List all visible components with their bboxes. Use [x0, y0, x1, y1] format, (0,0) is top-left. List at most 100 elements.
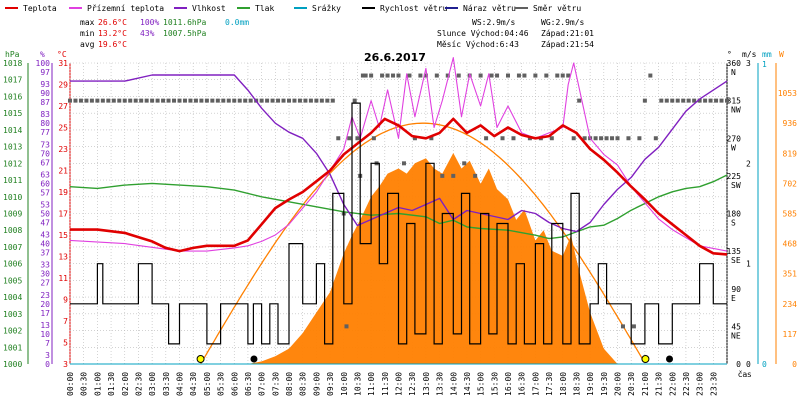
tick-direction: 90 [731, 285, 741, 294]
tick-celsius: 29 [58, 81, 68, 90]
tick-celsius: 31 [58, 59, 68, 68]
wind-direction-point [440, 173, 445, 178]
tick-percent: 33 [40, 261, 50, 270]
x-tick-label: 21:00 [641, 372, 650, 396]
tick-percent: 90 [40, 89, 50, 98]
tick-hpa: 1017 [3, 76, 22, 85]
tick-direction: 315 [727, 97, 742, 106]
stat-avg-label: avg [80, 40, 95, 49]
wind-direction-point [692, 98, 697, 103]
series-wind-speed [70, 102, 727, 345]
tick-percent: 0 [45, 360, 50, 369]
x-tick-label: 03:30 [162, 372, 171, 396]
tick-hpa: 1008 [3, 226, 22, 235]
stat-wg: WG:2.9m/s [541, 18, 585, 27]
wind-direction-point [686, 98, 691, 103]
wind-direction-point [292, 98, 297, 103]
wind-direction-point [407, 73, 412, 78]
tick-percent: 97 [40, 68, 50, 77]
tick-percent: 17 [40, 309, 50, 318]
tick-celsius: 19 [58, 188, 68, 197]
stats-panel: max 26.6°C 100% 1011.6hPa 0.0mm min 13.2… [80, 18, 594, 49]
tick-celsius: 9 [63, 296, 68, 305]
stat-max-temp: 26.6°C [98, 18, 127, 27]
x-tick-label: 21:30 [655, 372, 664, 396]
wind-direction-point [248, 98, 253, 103]
moonrise-icon [250, 355, 258, 363]
tick-direction: 0 [736, 360, 741, 369]
wind-direction-point [566, 73, 571, 78]
wind-direction-point [95, 98, 100, 103]
tick-percent: 60 [40, 179, 50, 188]
tick-wind: 0 [746, 360, 751, 369]
stat-min-press: 1007.5hPa [163, 29, 207, 38]
tick-solar: 468 [783, 240, 798, 249]
wind-direction-point [582, 136, 587, 141]
tick-hpa: 1006 [3, 260, 22, 269]
x-tick-label: 01:00 [93, 372, 102, 396]
wind-direction-point [111, 98, 116, 103]
x-tick-label: 11:00 [367, 372, 376, 396]
wind-direction-point [177, 98, 182, 103]
x-tick-label: 10:00 [340, 372, 349, 396]
wind-direction-point [106, 98, 111, 103]
x-tick-label: 13:00 [422, 372, 431, 396]
stat-max-press: 1011.6hPa [163, 18, 207, 27]
tick-wind: 1 [746, 260, 751, 269]
wind-direction-point [484, 136, 489, 141]
wind-direction-point [161, 98, 166, 103]
wind-direction-point [522, 73, 527, 78]
wind-direction-point [670, 98, 675, 103]
tick-hpa: 1018 [3, 59, 22, 68]
x-tick-label: 07:00 [258, 372, 267, 396]
sunrise-icon [196, 355, 205, 363]
x-tick-label: 17:00 [531, 372, 540, 396]
wind-direction-point [648, 73, 653, 78]
wind-direction-point [89, 98, 94, 103]
stat-min-label: min [80, 29, 95, 38]
wind-direction-point [117, 98, 122, 103]
tick-celsius: 27 [58, 102, 68, 111]
tick-hpa: 1009 [3, 210, 22, 219]
axis-label-celsius: °C [57, 50, 67, 59]
wind-direction-point [336, 136, 341, 141]
x-tick-label: 20:00 [614, 372, 623, 396]
tick-hpa: 1003 [3, 310, 22, 319]
tick-solar: 117 [783, 330, 798, 339]
tick-direction-name: SW [731, 181, 741, 190]
tick-hpa: 1014 [3, 126, 22, 135]
wind-direction-point [500, 136, 505, 141]
chart-title: 26.6.2017 [364, 51, 426, 64]
wind-direction-point [221, 98, 226, 103]
wind-direction-point [259, 98, 264, 103]
x-tick-label: 02:00 [121, 372, 130, 396]
wind-direction-point [133, 98, 138, 103]
x-tick-label: 04:00 [176, 372, 185, 396]
tick-celsius: 15 [58, 231, 68, 240]
wind-direction-point [215, 98, 220, 103]
wind-direction-point [664, 98, 669, 103]
x-tick-label: 15:00 [477, 372, 486, 396]
x-tick-label: 07:30 [271, 372, 280, 396]
axis-label-solar: W [779, 50, 784, 59]
tick-direction: 360 [727, 59, 742, 68]
wind-direction-point [182, 98, 187, 103]
stat-max-hum: 100% [140, 18, 159, 27]
wind-direction-point [714, 98, 719, 103]
wind-direction-point [725, 98, 729, 103]
wind-direction-point [445, 73, 450, 78]
tick-hpa: 1001 [3, 343, 22, 352]
x-tick-label: 14:30 [463, 372, 472, 396]
tick-wind: 2 [746, 159, 751, 168]
wind-direction-point [360, 73, 365, 78]
legend-label: Směr větru [533, 4, 581, 13]
wind-direction-point [166, 98, 171, 103]
wind-direction-point [544, 73, 549, 78]
legend-label: Přízemní teplota [87, 4, 164, 13]
wind-direction-point [516, 73, 521, 78]
tick-percent: 53 [40, 200, 50, 209]
wind-direction-point [371, 136, 376, 141]
tick-direction: 270 [727, 134, 742, 143]
wind-direction-point [396, 73, 401, 78]
tick-percent: 3 [45, 351, 50, 360]
